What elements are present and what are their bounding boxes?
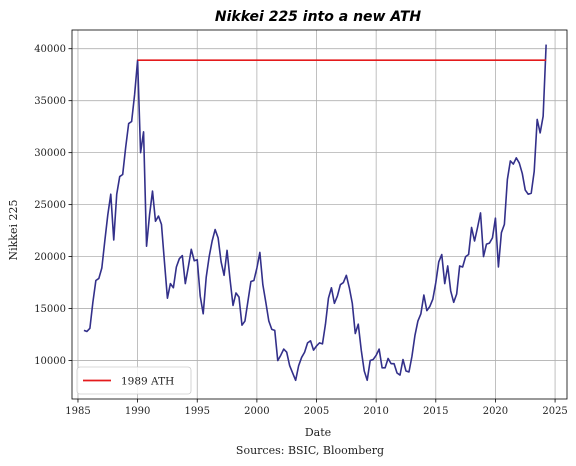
x-axis-label: Date: [305, 426, 331, 439]
x-tick-label: 2015: [423, 406, 448, 417]
chart-title: Nikkei 225 into a new ATH: [215, 9, 421, 25]
y-axis-ticks: 10000 15000 20000 25000 30000 35000 40000: [34, 44, 72, 367]
plot-series: [83, 44, 547, 382]
y-tick-label: 20000: [34, 252, 66, 263]
x-tick-label: 2020: [483, 406, 508, 417]
x-tick-label: 2000: [244, 406, 269, 417]
legend-label-ath: 1989 ATH: [121, 376, 174, 388]
legend: 1989 ATH: [76, 366, 192, 395]
nikkei-225-line: [83, 44, 547, 382]
grid-lines: [72, 30, 567, 399]
x-tick-label: 2025: [542, 406, 567, 417]
y-tick-label: 25000: [34, 200, 66, 211]
y-axis-label: Nikkei 225: [7, 200, 20, 261]
x-tick-label: 1990: [125, 406, 150, 417]
y-tick-label: 40000: [34, 44, 66, 55]
x-tick-label: 1995: [185, 406, 210, 417]
x-tick-label: 2005: [304, 406, 329, 417]
x-tick-label: 1985: [65, 406, 90, 417]
y-tick-label: 10000: [34, 356, 66, 367]
x-tick-label: 2010: [363, 406, 388, 417]
y-tick-label: 30000: [34, 148, 66, 159]
plot-area-frame: [71, 29, 568, 400]
x-axis-ticks: 1985 1990 1995 2000 2005 2010 2015 2020 2025: [65, 399, 568, 417]
y-tick-label: 15000: [34, 304, 66, 315]
y-tick-label: 35000: [34, 96, 66, 107]
source-note: Sources: BSIC, Bloomberg: [236, 444, 384, 457]
legend-box: [76, 366, 192, 395]
